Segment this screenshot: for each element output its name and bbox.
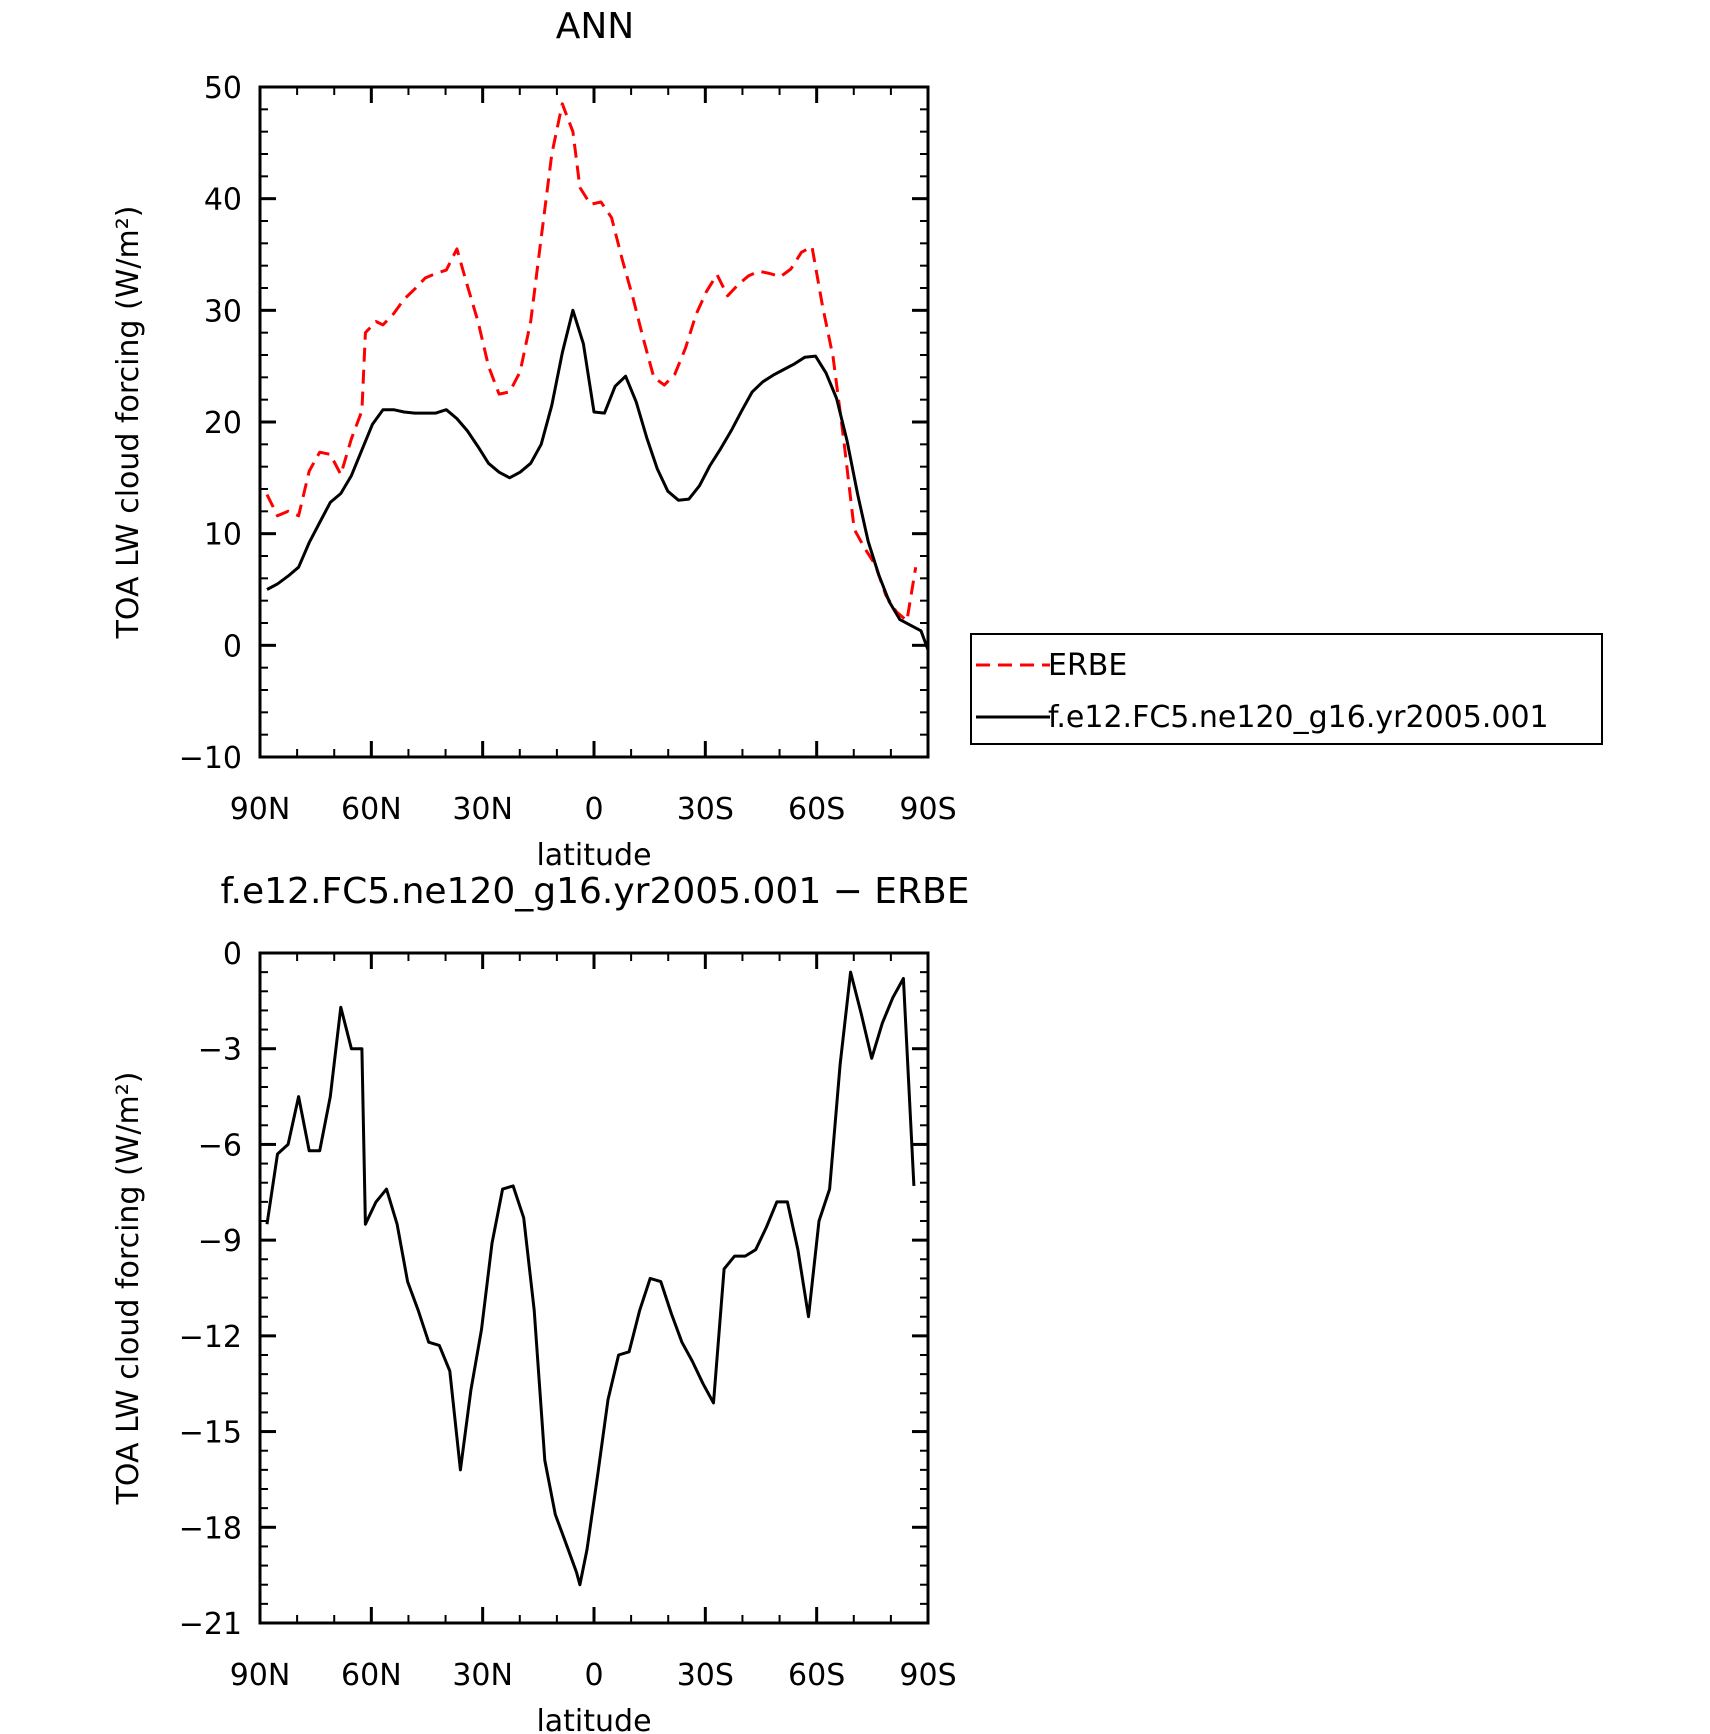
- ytick-label: −12: [179, 1320, 242, 1355]
- series-line-0-1: [266, 308, 930, 651]
- top-y-axis-label: TOA LW cloud forcing (W/m²): [111, 206, 146, 640]
- bottom-x-axis-label: latitude: [536, 1704, 651, 1734]
- xtick-label: 30S: [677, 792, 734, 827]
- ytick-label: 10: [204, 518, 242, 553]
- xtick-label: 30N: [452, 1658, 513, 1693]
- top-xtick-labels: 90N 60N 30N 0 30S 60S 90S: [230, 792, 957, 827]
- series-line-0-0: [265, 102, 918, 623]
- top-x-axis-label: latitude: [536, 838, 651, 873]
- bottom-panel: f.e12.FC5.ne120_g16.yr2005.001 − ERBE 0 −…: [111, 871, 970, 1734]
- bottom-lines: [265, 970, 916, 1587]
- ytick-label: −21: [179, 1607, 242, 1642]
- series-line-1-0: [265, 970, 916, 1587]
- bottom-y-axis-label: TOA LW cloud forcing (W/m²): [111, 1072, 146, 1506]
- bottom-chart-title: f.e12.FC5.ne120_g16.yr2005.001 − ERBE: [220, 871, 969, 912]
- xtick-label: 90S: [899, 792, 956, 827]
- xtick-label: 30N: [452, 792, 513, 827]
- xtick-label: 0: [584, 792, 603, 827]
- ytick-label: −6: [198, 1128, 242, 1163]
- ytick-label: −15: [179, 1416, 242, 1451]
- top-plot-frame: [258, 85, 930, 759]
- legend-label-model: f.e12.FC5.ne120_g16.yr2005.001: [1048, 700, 1549, 735]
- xtick-label: 0: [584, 1658, 603, 1693]
- xtick-label: 90N: [230, 792, 291, 827]
- ytick-label: 20: [204, 406, 242, 441]
- ytick-label: 30: [204, 294, 242, 329]
- top-chart-title: ANN: [556, 6, 635, 47]
- xtick-label: 60S: [788, 792, 845, 827]
- bottom-ytick-labels: 0 −3 −6 −9 −12 −15 −18 −21: [179, 937, 242, 1642]
- xtick-label: 60N: [341, 1658, 402, 1693]
- ytick-label: −9: [198, 1224, 242, 1259]
- ytick-label: −18: [179, 1511, 242, 1546]
- ytick-label: 40: [204, 183, 242, 218]
- xtick-label: 90N: [230, 1658, 291, 1693]
- bottom-plot-frame: [258, 951, 930, 1625]
- ytick-label: 0: [223, 629, 242, 664]
- xtick-label: 60S: [788, 1658, 845, 1693]
- legend-box: [970, 633, 1603, 745]
- xtick-label: 30S: [677, 1658, 734, 1693]
- xtick-label: 60N: [341, 792, 402, 827]
- legend: ERBE f.e12.FC5.ne120_g16.yr2005.001: [970, 633, 1603, 745]
- top-panel: ANN 50 40 30 20 10 0 −10 90N 60N 30N 0 30S 60S 90S l…: [111, 6, 1603, 873]
- bottom-xtick-labels: 90N 60N 30N 0 30S 60S 90S: [230, 1658, 957, 1693]
- top-ytick-labels: 50 40 30 20 10 0 −10: [179, 71, 242, 776]
- top-lines: [265, 102, 930, 651]
- top-ticks: [258, 85, 930, 759]
- ytick-label: −3: [198, 1033, 242, 1068]
- ytick-label: 0: [223, 937, 242, 972]
- ytick-label: 50: [204, 71, 242, 106]
- xtick-label: 90S: [899, 1658, 956, 1693]
- legend-label-erbe: ERBE: [1048, 648, 1127, 683]
- bottom-ticks: [258, 951, 930, 1625]
- ytick-label: −10: [179, 741, 242, 776]
